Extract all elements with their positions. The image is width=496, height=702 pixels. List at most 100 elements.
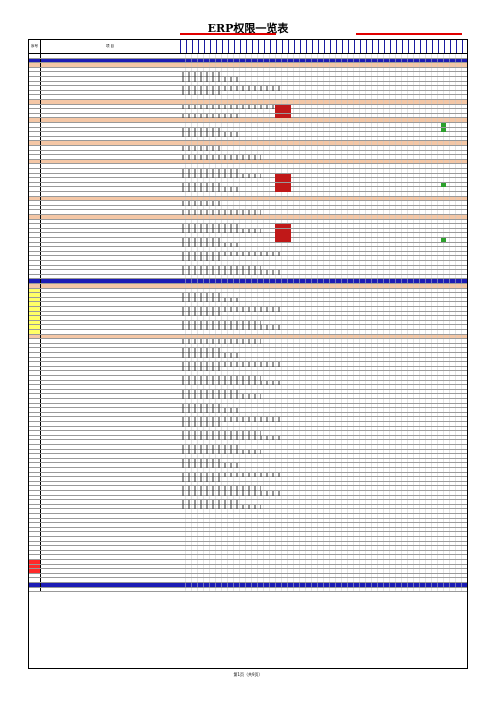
row-number-cell — [29, 297, 41, 302]
row-number-cell — [29, 224, 41, 228]
table-row — [29, 380, 467, 386]
permission-marks — [181, 132, 241, 137]
row-role-grid — [180, 247, 467, 251]
row-number-cell — [29, 560, 41, 564]
restricted-block — [275, 109, 291, 114]
row-role-grid — [180, 187, 467, 191]
permission-marks — [181, 422, 221, 427]
row-role-grid — [180, 440, 467, 444]
row-item-cell — [55, 500, 115, 504]
table-row — [29, 210, 467, 215]
permission-marks — [181, 169, 241, 174]
row-number-cell — [29, 274, 41, 279]
row-role-grid — [180, 371, 467, 375]
table-row — [29, 58, 467, 64]
table-row — [29, 320, 467, 326]
table-row — [29, 288, 467, 294]
table-row — [29, 532, 467, 537]
permission-marks — [181, 366, 221, 372]
row-item-cell — [43, 560, 103, 564]
permission-marks — [181, 403, 221, 409]
row-number-cell — [29, 95, 41, 99]
table-row — [29, 95, 467, 100]
row-item-cell — [61, 390, 121, 394]
row-number-cell — [29, 219, 41, 224]
table-row — [29, 431, 467, 436]
row-item-cell — [55, 86, 115, 90]
table-header: 序号 项 目 — [29, 40, 467, 54]
table-row — [29, 325, 467, 330]
row-number-cell — [29, 412, 41, 417]
row-number-cell — [29, 564, 41, 569]
row-item-cell — [55, 109, 115, 113]
row-item-cell — [55, 431, 115, 435]
row-number-cell — [29, 155, 41, 159]
row-role-grid — [180, 491, 467, 495]
restricted-block — [275, 113, 291, 118]
header-no: 序号 — [29, 40, 41, 53]
row-number-cell — [29, 169, 41, 173]
table-row — [29, 546, 467, 551]
row-role-grid — [180, 63, 467, 67]
row-item-cell — [61, 551, 121, 555]
row-item-cell — [43, 491, 103, 495]
row-role-grid — [180, 293, 467, 297]
permission-marks — [181, 293, 221, 298]
permission-marks — [181, 362, 281, 367]
row-number-cell — [29, 187, 41, 191]
row-role-grid — [180, 205, 467, 210]
permission-marks — [181, 270, 281, 275]
row-role-grid — [180, 284, 467, 288]
row-number-cell — [29, 233, 41, 237]
row-number-cell — [29, 67, 41, 72]
row-role-grid — [180, 472, 467, 477]
row-item-cell — [49, 450, 109, 454]
table-row — [29, 385, 467, 390]
restricted-block — [275, 187, 291, 192]
row-role-grid — [180, 159, 467, 164]
row-item-cell — [49, 404, 109, 408]
table-row — [29, 500, 467, 505]
table-row — [29, 440, 467, 445]
row-item-cell — [61, 229, 121, 233]
row-role-grid — [180, 302, 467, 306]
table-row — [29, 219, 467, 225]
permission-marks — [181, 113, 241, 119]
row-role-grid — [180, 555, 467, 559]
row-item-cell — [61, 321, 121, 325]
row-role-grid — [180, 463, 467, 467]
table-row — [29, 86, 467, 91]
permission-marks — [181, 408, 241, 413]
row-item-cell — [61, 298, 121, 302]
row-number-cell — [29, 371, 41, 375]
row-item-cell — [61, 68, 121, 72]
table-row — [29, 113, 467, 119]
row-number-cell — [29, 77, 41, 81]
row-item-cell — [61, 114, 121, 118]
row-role-grid — [180, 251, 467, 256]
table-row — [29, 509, 467, 514]
row-item-cell — [55, 270, 115, 274]
row-number-cell — [29, 472, 41, 477]
table-row — [29, 408, 467, 413]
row-item-cell — [43, 215, 103, 219]
table-row — [29, 233, 467, 238]
row-item-cell — [43, 54, 103, 58]
row-item-cell — [61, 459, 121, 463]
row-role-grid — [180, 182, 467, 187]
row-number-cell — [29, 532, 41, 536]
table-row — [29, 150, 467, 156]
table-row — [29, 454, 467, 459]
table-row — [29, 504, 467, 510]
row-role-grid — [180, 146, 467, 150]
row-role-grid — [180, 178, 467, 182]
row-role-grid — [180, 445, 467, 449]
row-item-cell — [67, 440, 127, 444]
row-item-cell — [49, 128, 109, 132]
row-number-cell — [29, 578, 41, 582]
row-number-cell — [29, 279, 41, 283]
table-row — [29, 104, 467, 110]
permission-marks — [181, 389, 241, 395]
row-item-cell — [55, 385, 115, 389]
row-role-grid — [180, 288, 467, 293]
